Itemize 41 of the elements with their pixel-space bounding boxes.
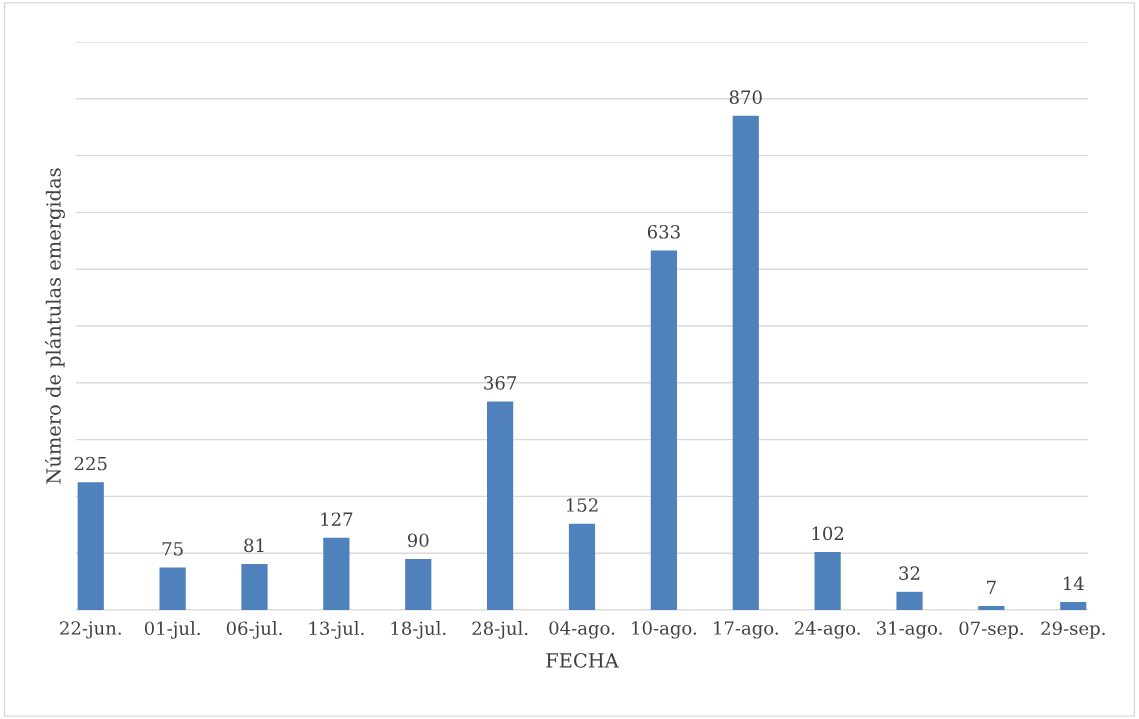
bar: [568, 523, 596, 610]
bar: [241, 563, 268, 610]
x-tick-label: 10-ago.: [632, 621, 697, 639]
data-label: 102: [812, 526, 844, 541]
data-label: 870: [729, 90, 762, 105]
data-label: 7: [987, 580, 996, 594]
data-label: 90: [407, 533, 429, 548]
bar: [487, 401, 514, 610]
data-label: 152: [566, 498, 598, 512]
bar: [650, 250, 677, 610]
bar: [77, 482, 104, 610]
y-axis-title: Número de plántulas emergidas: [45, 168, 65, 484]
x-tick-label: 22-jun.: [60, 621, 121, 639]
x-tick-label: 31-ago.: [877, 621, 942, 639]
bar: [1060, 602, 1087, 610]
x-tick-label: 29-sep.: [1041, 621, 1105, 639]
data-label: 225: [74, 456, 107, 471]
x-tick-label: 28-jul.: [472, 621, 528, 639]
data-label: 14: [1063, 576, 1084, 590]
data-label: 81: [244, 538, 264, 553]
x-tick-label: 17-ago.: [714, 621, 778, 639]
x-tick-label: 13-jul.: [309, 621, 364, 639]
x-tick-label: 07-sep.: [959, 621, 1023, 639]
x-tick-label: 06-jul.: [226, 621, 282, 639]
x-tick-label: 24-ago.: [795, 621, 860, 639]
bar: [732, 115, 759, 610]
bar: [159, 567, 186, 610]
x-axis-title: FECHA: [546, 653, 619, 668]
data-label: 127: [321, 512, 353, 526]
data-label: 75: [162, 542, 183, 556]
bar: [896, 591, 923, 610]
x-tick-label: 18-jul.: [391, 621, 446, 639]
x-tick-label: 01-jul.: [144, 621, 200, 639]
data-label: 633: [647, 224, 680, 239]
bar: [405, 558, 432, 610]
x-tick-label: 04-ago.: [549, 621, 615, 639]
bar: [978, 606, 1005, 610]
bar: [814, 552, 841, 610]
data-label: 367: [484, 376, 517, 390]
data-label: 32: [899, 566, 920, 580]
bar: [323, 537, 350, 610]
